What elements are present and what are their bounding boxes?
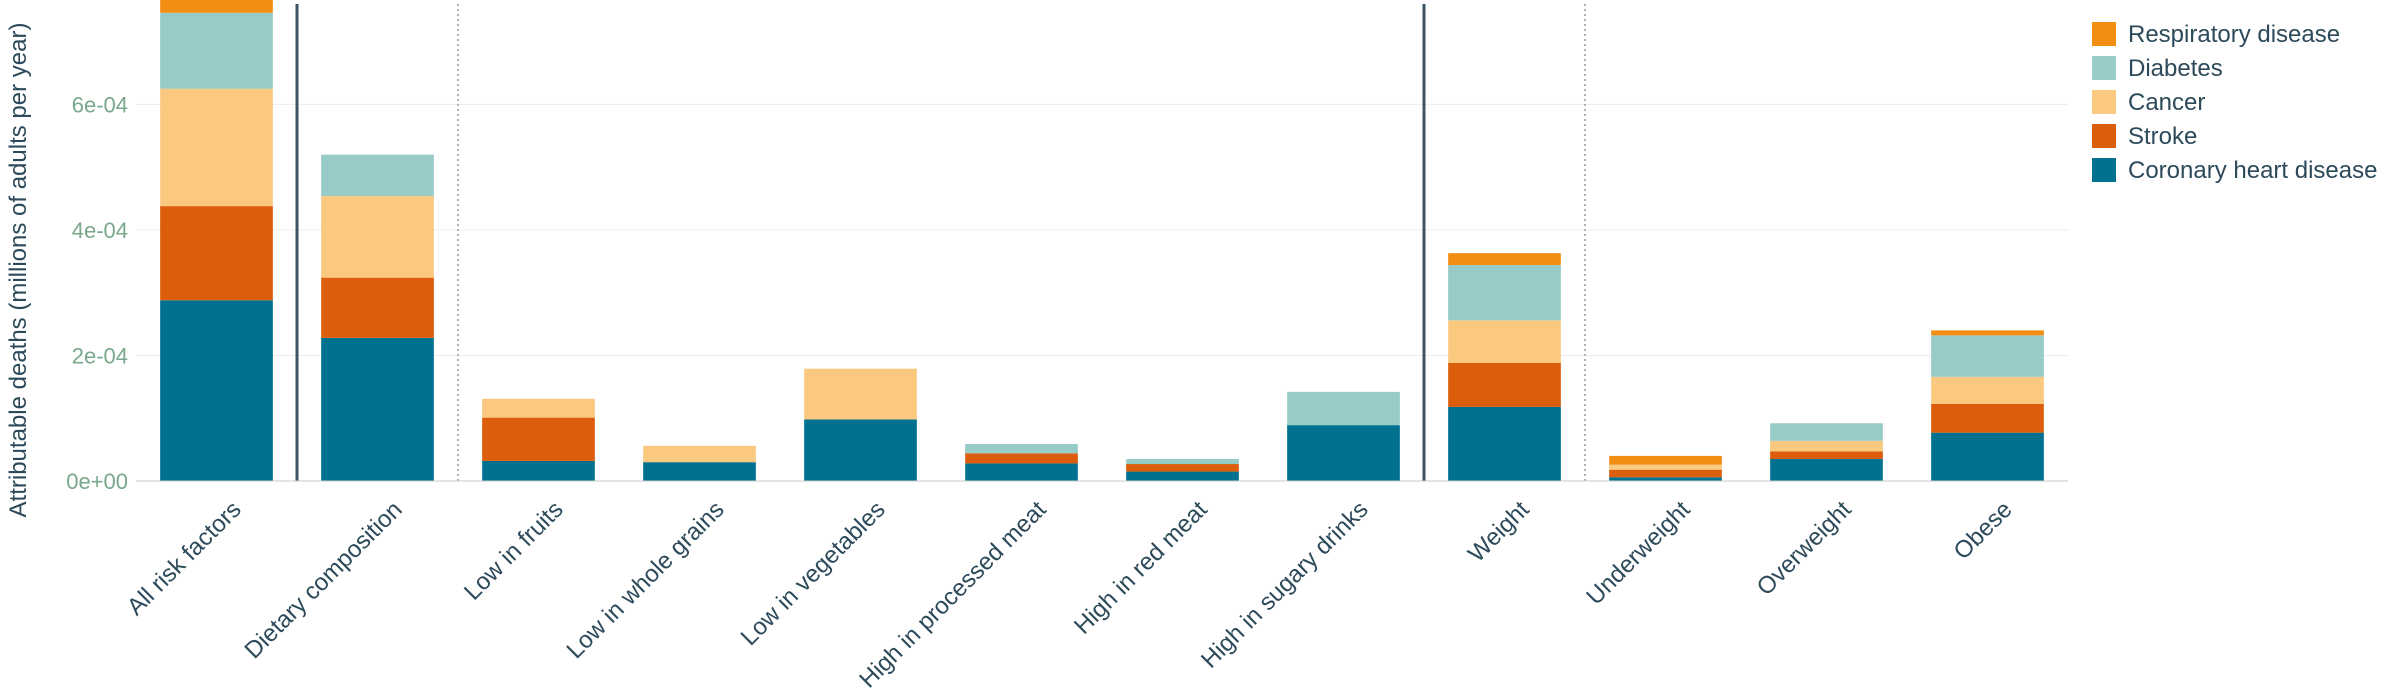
legend-label: Coronary heart disease [2128, 157, 2377, 184]
y-tick-label: 4e-04 [72, 218, 128, 243]
bar-segment-cancer[interactable] [1609, 464, 1722, 470]
bar-segment-cancer[interactable] [160, 88, 273, 207]
bar-segment-cancer[interactable] [1931, 376, 2044, 404]
bar-segment-cancer[interactable] [321, 196, 434, 278]
x-tick-label: Obese [1949, 496, 2018, 565]
legend-item-diabetes[interactable]: Diabetes [2092, 55, 2223, 82]
bar-segment-coronary-heart-disease[interactable] [1287, 425, 1400, 481]
x-tick-label: Low in fruits [459, 496, 569, 606]
legend-label: Diabetes [2128, 55, 2223, 82]
bar-segment-coronary-heart-disease[interactable] [965, 463, 1078, 481]
bar-segment-respiratory-disease[interactable] [1609, 455, 1722, 465]
y-tick-label: 2e-04 [72, 343, 128, 368]
x-tick-label: Overweight [1752, 496, 1857, 601]
y-tick-label: 6e-04 [72, 92, 128, 117]
bar-segment-cancer[interactable] [1770, 440, 1883, 452]
legend-label: Stroke [2128, 123, 2197, 150]
bar-segment-stroke[interactable] [1609, 469, 1722, 478]
bar-segment-stroke[interactable] [1931, 403, 2044, 433]
legend-item-stroke[interactable]: Stroke [2092, 123, 2197, 150]
group-separators [295, 4, 1586, 481]
y-tick-labels: 0e+00 2e-04 4e-04 6e-04 [66, 92, 128, 494]
legend-label: Cancer [2128, 89, 2205, 116]
x-tick-label: Dietary composition [240, 496, 408, 664]
x-tick-label: Low in whole grains [561, 496, 729, 664]
y-tick-label: 0e+00 [66, 469, 128, 494]
bar-segment-cancer[interactable] [482, 398, 595, 418]
legend-item-cancer[interactable]: Cancer [2092, 89, 2205, 116]
bar-segment-stroke[interactable] [1126, 464, 1239, 472]
bar-segment-diabetes[interactable] [1931, 335, 2044, 377]
bar-segment-coronary-heart-disease[interactable] [1448, 406, 1561, 481]
bar-segment-respiratory-disease[interactable] [1931, 330, 2044, 336]
bars [160, 0, 2044, 481]
legend-label: Respiratory disease [2128, 21, 2340, 48]
legend-swatch [2092, 22, 2116, 46]
x-tick-label: Underweight [1581, 496, 1696, 611]
bar-segment-stroke[interactable] [1770, 451, 1883, 460]
bar-segment-stroke[interactable] [965, 453, 1078, 464]
bar-segment-diabetes[interactable] [1448, 265, 1561, 321]
bar-segment-coronary-heart-disease[interactable] [321, 337, 434, 481]
bar-segment-respiratory-disease[interactable] [1448, 253, 1561, 266]
bar-segment-stroke[interactable] [1448, 363, 1561, 407]
x-tick-label: High in red meat [1069, 496, 1213, 640]
bar-segment-respiratory-disease[interactable] [160, 0, 273, 13]
legend-swatch [2092, 158, 2116, 182]
legend-swatch [2092, 90, 2116, 114]
x-tick-label: High in processed meat [854, 496, 1052, 694]
x-tick-label: Weight [1463, 496, 1535, 568]
x-tick-label: High in sugary drinks [1196, 496, 1374, 674]
y-axis-title: Attributable deaths (millions of adults … [5, 23, 32, 518]
bar-segment-cancer[interactable] [643, 445, 756, 463]
x-tick-label: Low in vegetables [736, 496, 891, 651]
bar-segment-diabetes[interactable] [1287, 391, 1400, 426]
x-tick-label: All risk factors [122, 496, 247, 621]
bar-segment-stroke[interactable] [321, 277, 434, 338]
bar-segment-coronary-heart-disease[interactable] [1770, 459, 1883, 481]
legend-swatch [2092, 124, 2116, 148]
bar-segment-coronary-heart-disease[interactable] [804, 419, 917, 481]
bar-segment-diabetes[interactable] [160, 12, 273, 89]
bar-segment-coronary-heart-disease[interactable] [160, 300, 273, 481]
bar-segment-diabetes[interactable] [1126, 459, 1239, 465]
legend-item-respiratory-disease[interactable]: Respiratory disease [2092, 21, 2340, 48]
bar-segment-coronary-heart-disease[interactable] [482, 460, 595, 481]
bar-segment-stroke[interactable] [482, 417, 595, 461]
legend[interactable]: Respiratory disease Diabetes Cancer Stroke C… [2092, 21, 2377, 184]
bar-segment-coronary-heart-disease[interactable] [1126, 471, 1239, 481]
bar-segment-diabetes[interactable] [321, 154, 434, 197]
legend-swatch [2092, 56, 2116, 80]
bar-segment-cancer[interactable] [1448, 320, 1561, 364]
bar-segment-coronary-heart-disease[interactable] [1931, 432, 2044, 481]
bar-segment-diabetes[interactable] [1770, 423, 1883, 441]
bar-segment-coronary-heart-disease[interactable] [1609, 477, 1722, 481]
bar-segment-stroke[interactable] [160, 206, 273, 301]
bar-segment-coronary-heart-disease[interactable] [643, 462, 756, 481]
bar-segment-cancer[interactable] [804, 368, 917, 420]
bar-segment-diabetes[interactable] [965, 443, 1078, 454]
legend-item-coronary-heart-disease[interactable]: Coronary heart disease [2092, 157, 2377, 184]
